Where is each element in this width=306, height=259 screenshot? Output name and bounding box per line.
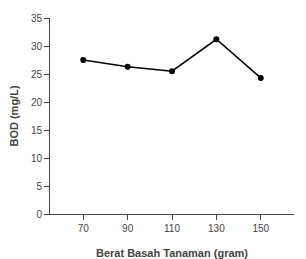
svg-text:5: 5 (36, 181, 42, 192)
svg-text:Berat Basah Tanaman (gram): Berat Basah Tanaman (gram) (96, 247, 248, 259)
svg-text:90: 90 (122, 223, 134, 234)
svg-text:30: 30 (31, 41, 43, 52)
svg-text:25: 25 (31, 69, 43, 80)
svg-text:150: 150 (252, 223, 269, 234)
svg-text:10: 10 (31, 153, 43, 164)
svg-text:35: 35 (31, 13, 43, 24)
svg-text:70: 70 (78, 223, 90, 234)
svg-text:BOD (mg/L): BOD (mg/L) (8, 85, 20, 146)
svg-text:110: 110 (164, 223, 180, 234)
svg-text:130: 130 (208, 223, 225, 234)
svg-text:20: 20 (31, 97, 43, 108)
svg-text:15: 15 (31, 125, 43, 136)
svg-text:0: 0 (36, 209, 42, 220)
